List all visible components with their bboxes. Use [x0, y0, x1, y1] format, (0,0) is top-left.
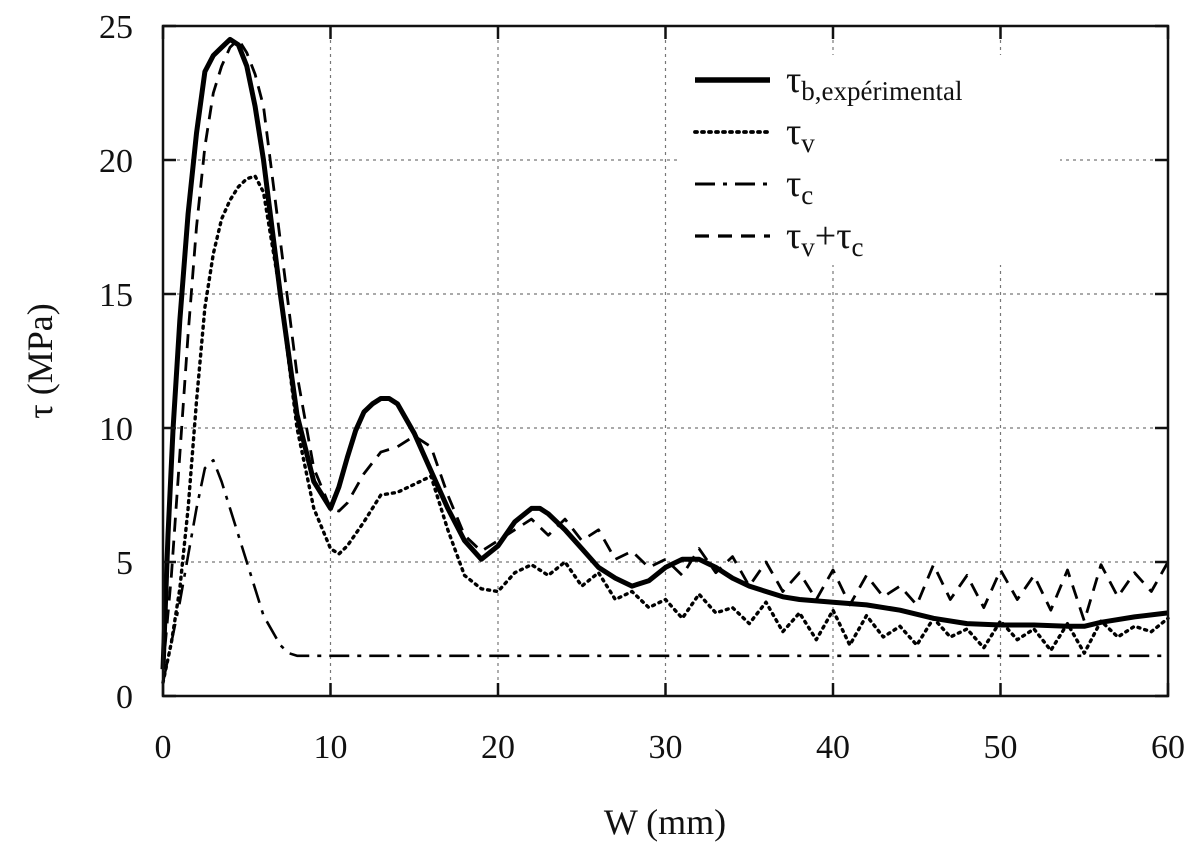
legend-label-part: τ: [786, 59, 801, 101]
tick-labels: 0 10 20 30 40 50 60 0 5 10 15 20 25: [99, 9, 1185, 766]
legend-label-part: τ: [786, 111, 801, 153]
x-tick-label: 60: [1151, 729, 1185, 766]
series-line-3: [161, 458, 1168, 683]
series-layer: [160, 36, 1170, 685]
y-tick-label: 25: [99, 9, 133, 46]
y-tick-label: 0: [116, 679, 133, 716]
legend-label-part: v: [801, 128, 815, 158]
series-line-2: [161, 174, 1170, 685]
legend-label-part: c: [852, 232, 864, 262]
x-tick-label: 0: [155, 729, 172, 766]
legend-label: τv+τc: [786, 215, 864, 262]
series-line-4: [161, 38, 1170, 670]
x-tick-label: 30: [649, 729, 683, 766]
y-tick-label: 20: [99, 143, 133, 180]
legend-label-part: τ: [786, 163, 801, 205]
y-axis-title: τ (MPa): [20, 303, 60, 418]
x-axis-title: W (mm): [604, 802, 726, 842]
y-tick-label: 10: [99, 411, 133, 448]
x-tick-label: 20: [481, 729, 515, 766]
legend-background: [680, 55, 1060, 265]
y-tick-label: 5: [116, 545, 133, 582]
x-tick-label: 10: [314, 729, 348, 766]
legend-label: τc: [786, 163, 813, 210]
legend-label-part: v: [801, 232, 815, 262]
x-tick-label: 50: [984, 729, 1018, 766]
legend-label: τv: [786, 111, 815, 158]
legend-label-part: τ: [786, 215, 801, 257]
ticks: [161, 24, 1170, 698]
legend-label-part: c: [801, 180, 813, 210]
legend-label-part: +: [815, 215, 836, 257]
series-line-1: [160, 36, 1169, 670]
legend-label-part: b,expérimental: [801, 76, 962, 106]
x-tick-label: 40: [816, 729, 850, 766]
y-tick-label: 15: [99, 277, 133, 314]
legend-label-part: τ: [836, 215, 851, 257]
legend-label: τb,expérimental: [786, 59, 962, 106]
